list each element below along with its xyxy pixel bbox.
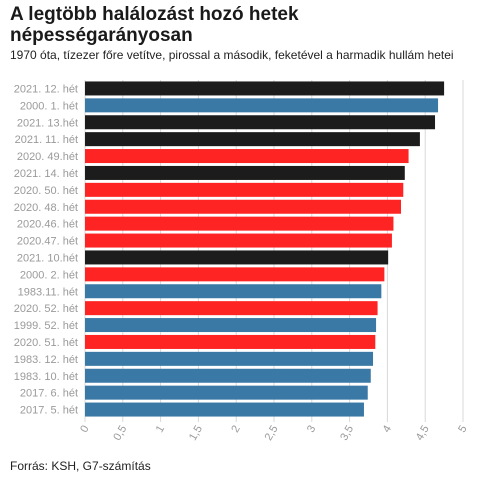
bar [85, 182, 404, 197]
x-tick-label: 1,5 [187, 424, 205, 443]
x-tick-labels: 0 0,5 1 1,5 2 2,5 3 3,5 4 4,5 5 [78, 424, 469, 443]
bar [85, 81, 445, 96]
category-label: 1983. 10. hét [14, 371, 78, 383]
x-tick-label: 2 [229, 424, 242, 435]
category-label: 1983.11. hét [18, 286, 78, 298]
bar [85, 199, 402, 214]
category-label: 2021. 11. hét [15, 134, 78, 146]
category-label: 2020. 52. hét [14, 303, 78, 315]
category-label: 2000. 2. hét [20, 269, 78, 281]
x-tick-label: 5 [456, 424, 469, 435]
category-label: 2017. 6. hét [20, 388, 78, 400]
bar [85, 216, 394, 231]
category-label: 2017. 5. hét [20, 405, 78, 417]
bar [85, 351, 374, 366]
category-label: 1983. 12. hét [14, 354, 78, 366]
category-label: 2020. 49.hét [17, 151, 78, 163]
x-tick-label: 3 [305, 424, 318, 435]
bar [85, 149, 409, 164]
bar [85, 318, 377, 333]
x-tick-label: 0 [78, 424, 91, 435]
x-tick-label: 4,5 [414, 424, 432, 443]
category-label: 1999. 52. hét [14, 320, 78, 332]
bar [85, 250, 389, 265]
bar [85, 267, 385, 282]
category-label: 2020. 51. hét [14, 337, 78, 349]
bar [85, 115, 436, 130]
chart-title: A legtöbb halálozást hozó hetek népesség… [10, 4, 299, 46]
x-tick-label: 4 [381, 424, 394, 435]
bar [85, 402, 364, 417]
category-label: 2021. 14. hét [14, 168, 78, 180]
x-tick-label: 1 [154, 424, 167, 435]
x-tick-label: 2,5 [263, 424, 281, 443]
category-label: 2021. 12. hét [14, 83, 78, 95]
bars [85, 81, 445, 417]
bar [85, 284, 382, 299]
bar [85, 98, 439, 113]
x-tick-label: 3,5 [338, 424, 356, 443]
category-label: 2020.47. hét [17, 236, 78, 248]
category-label: 2021. 13.hét [17, 117, 78, 129]
category-label: 2020.46. hét [17, 219, 78, 231]
x-tick-label: 0,5 [111, 424, 129, 443]
category-label: 2020. 50. hét [14, 185, 78, 197]
source-note: Forrás: KSH, G7-számítás [10, 459, 151, 473]
bar [85, 368, 371, 383]
category-label: 2000. 1. hét [20, 100, 78, 112]
chart-subtitle: 1970 óta, tízezer főre vetítve, pirossal… [10, 48, 454, 62]
category-label: 2020. 48. hét [14, 202, 78, 214]
bar [85, 233, 392, 248]
category-label: 2021. 10.hét [17, 252, 78, 264]
bar [85, 132, 420, 147]
bar [85, 385, 368, 400]
bar [85, 334, 376, 349]
bar [85, 165, 405, 180]
category-labels: 2021. 12. hét 2000. 1. hét 2021. 13.hét 202… [14, 83, 78, 416]
bar [85, 301, 378, 316]
